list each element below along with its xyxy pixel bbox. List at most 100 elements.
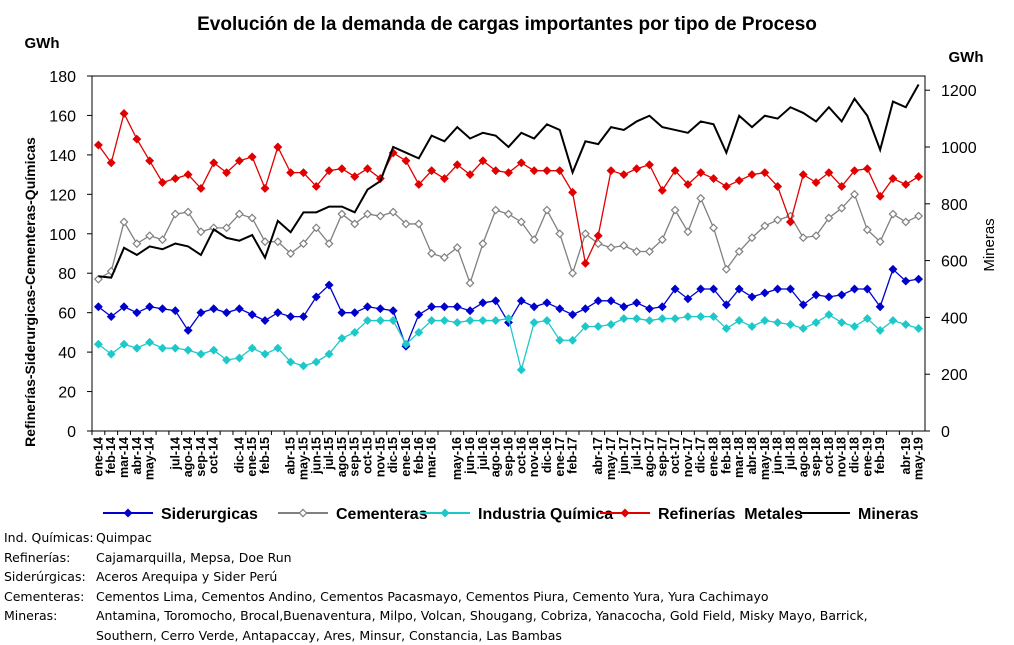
point	[672, 315, 679, 322]
note-text: Quimpac	[96, 528, 152, 548]
point	[607, 244, 614, 251]
point	[902, 218, 909, 225]
point	[120, 218, 127, 225]
point	[172, 345, 179, 352]
y2-tick-label: 600	[941, 254, 968, 271]
x-tick-label: may-14	[143, 437, 157, 480]
point	[761, 317, 768, 324]
point	[620, 242, 627, 249]
note-row: Mineras:Antamina, Toromocho, Brocal,Buen…	[4, 606, 868, 626]
point	[492, 207, 499, 214]
point	[133, 240, 140, 247]
point	[556, 230, 563, 237]
x-tick-label: oct-14	[207, 437, 221, 474]
point	[569, 270, 576, 277]
point	[902, 321, 909, 328]
point	[620, 303, 627, 310]
point	[543, 317, 550, 324]
point	[748, 293, 755, 300]
point	[607, 321, 614, 328]
point	[146, 339, 153, 346]
point	[261, 238, 268, 245]
point	[159, 179, 166, 186]
x-tick-label: may-19	[912, 437, 926, 480]
point	[748, 323, 755, 330]
point	[159, 345, 166, 352]
point	[607, 297, 614, 304]
point	[800, 171, 807, 178]
note-text: Southern, Cerro Verde, Antapaccay, Ares,…	[96, 626, 562, 645]
series	[95, 266, 922, 350]
point	[313, 358, 320, 365]
point	[172, 175, 179, 182]
point	[377, 305, 384, 312]
point	[915, 276, 922, 283]
point	[441, 509, 448, 516]
point	[659, 315, 666, 322]
y-tick-label: 0	[67, 424, 76, 441]
point	[736, 177, 743, 184]
point	[185, 347, 192, 354]
point	[146, 303, 153, 310]
y-axis-label: Refinerías-Siderurgicas-Cementeras-Quími…	[22, 137, 38, 447]
legend-label: Industria Química	[478, 506, 613, 523]
point	[338, 309, 345, 316]
x-tick-label: feb-19	[873, 437, 887, 474]
point	[582, 305, 589, 312]
line	[98, 194, 918, 283]
point	[684, 313, 691, 320]
point	[646, 305, 653, 312]
point	[889, 210, 896, 217]
y-tick-label: 20	[58, 385, 76, 402]
y2-tick-label: 1000	[941, 140, 977, 157]
legend-label: Siderurgicas	[161, 506, 258, 523]
point	[531, 167, 538, 174]
point	[287, 313, 294, 320]
point	[595, 323, 602, 330]
point	[492, 297, 499, 304]
y-tick-label: 160	[49, 108, 76, 125]
y-tick-label: 140	[49, 148, 76, 165]
point	[697, 313, 704, 320]
point	[338, 165, 345, 172]
point	[710, 175, 717, 182]
point	[274, 309, 281, 316]
note-row: Refinerías:Cajamarquilla, Mepsa, Doe Run	[4, 548, 868, 568]
point	[595, 232, 602, 239]
point	[249, 153, 256, 160]
series	[95, 191, 922, 287]
point	[915, 325, 922, 332]
point	[736, 317, 743, 324]
note-label	[4, 626, 96, 645]
point	[633, 315, 640, 322]
note-text: Antamina, Toromocho, Brocal,Buenaventura…	[96, 606, 868, 626]
point	[377, 212, 384, 219]
point	[454, 303, 461, 310]
point	[851, 323, 858, 330]
note-label: Refinerías:	[4, 548, 96, 568]
y-tick-label: 120	[49, 187, 76, 204]
point	[505, 210, 512, 217]
point	[159, 305, 166, 312]
point	[479, 240, 486, 247]
x-tick-label: mar-16	[425, 437, 439, 478]
y-tick-label: 180	[49, 69, 76, 86]
point	[120, 110, 127, 117]
point	[518, 297, 525, 304]
point	[236, 305, 243, 312]
chart-title: Evolución de la demanda de cargas import…	[197, 14, 817, 35]
point	[531, 319, 538, 326]
point	[133, 309, 140, 316]
point	[261, 185, 268, 192]
point	[761, 289, 768, 296]
series	[95, 110, 922, 267]
point	[197, 350, 204, 357]
point	[569, 311, 576, 318]
legend-label: Refinerías Metales	[658, 506, 803, 523]
point	[479, 299, 486, 306]
point	[185, 208, 192, 215]
point	[466, 307, 473, 314]
point	[531, 303, 538, 310]
point	[672, 207, 679, 214]
